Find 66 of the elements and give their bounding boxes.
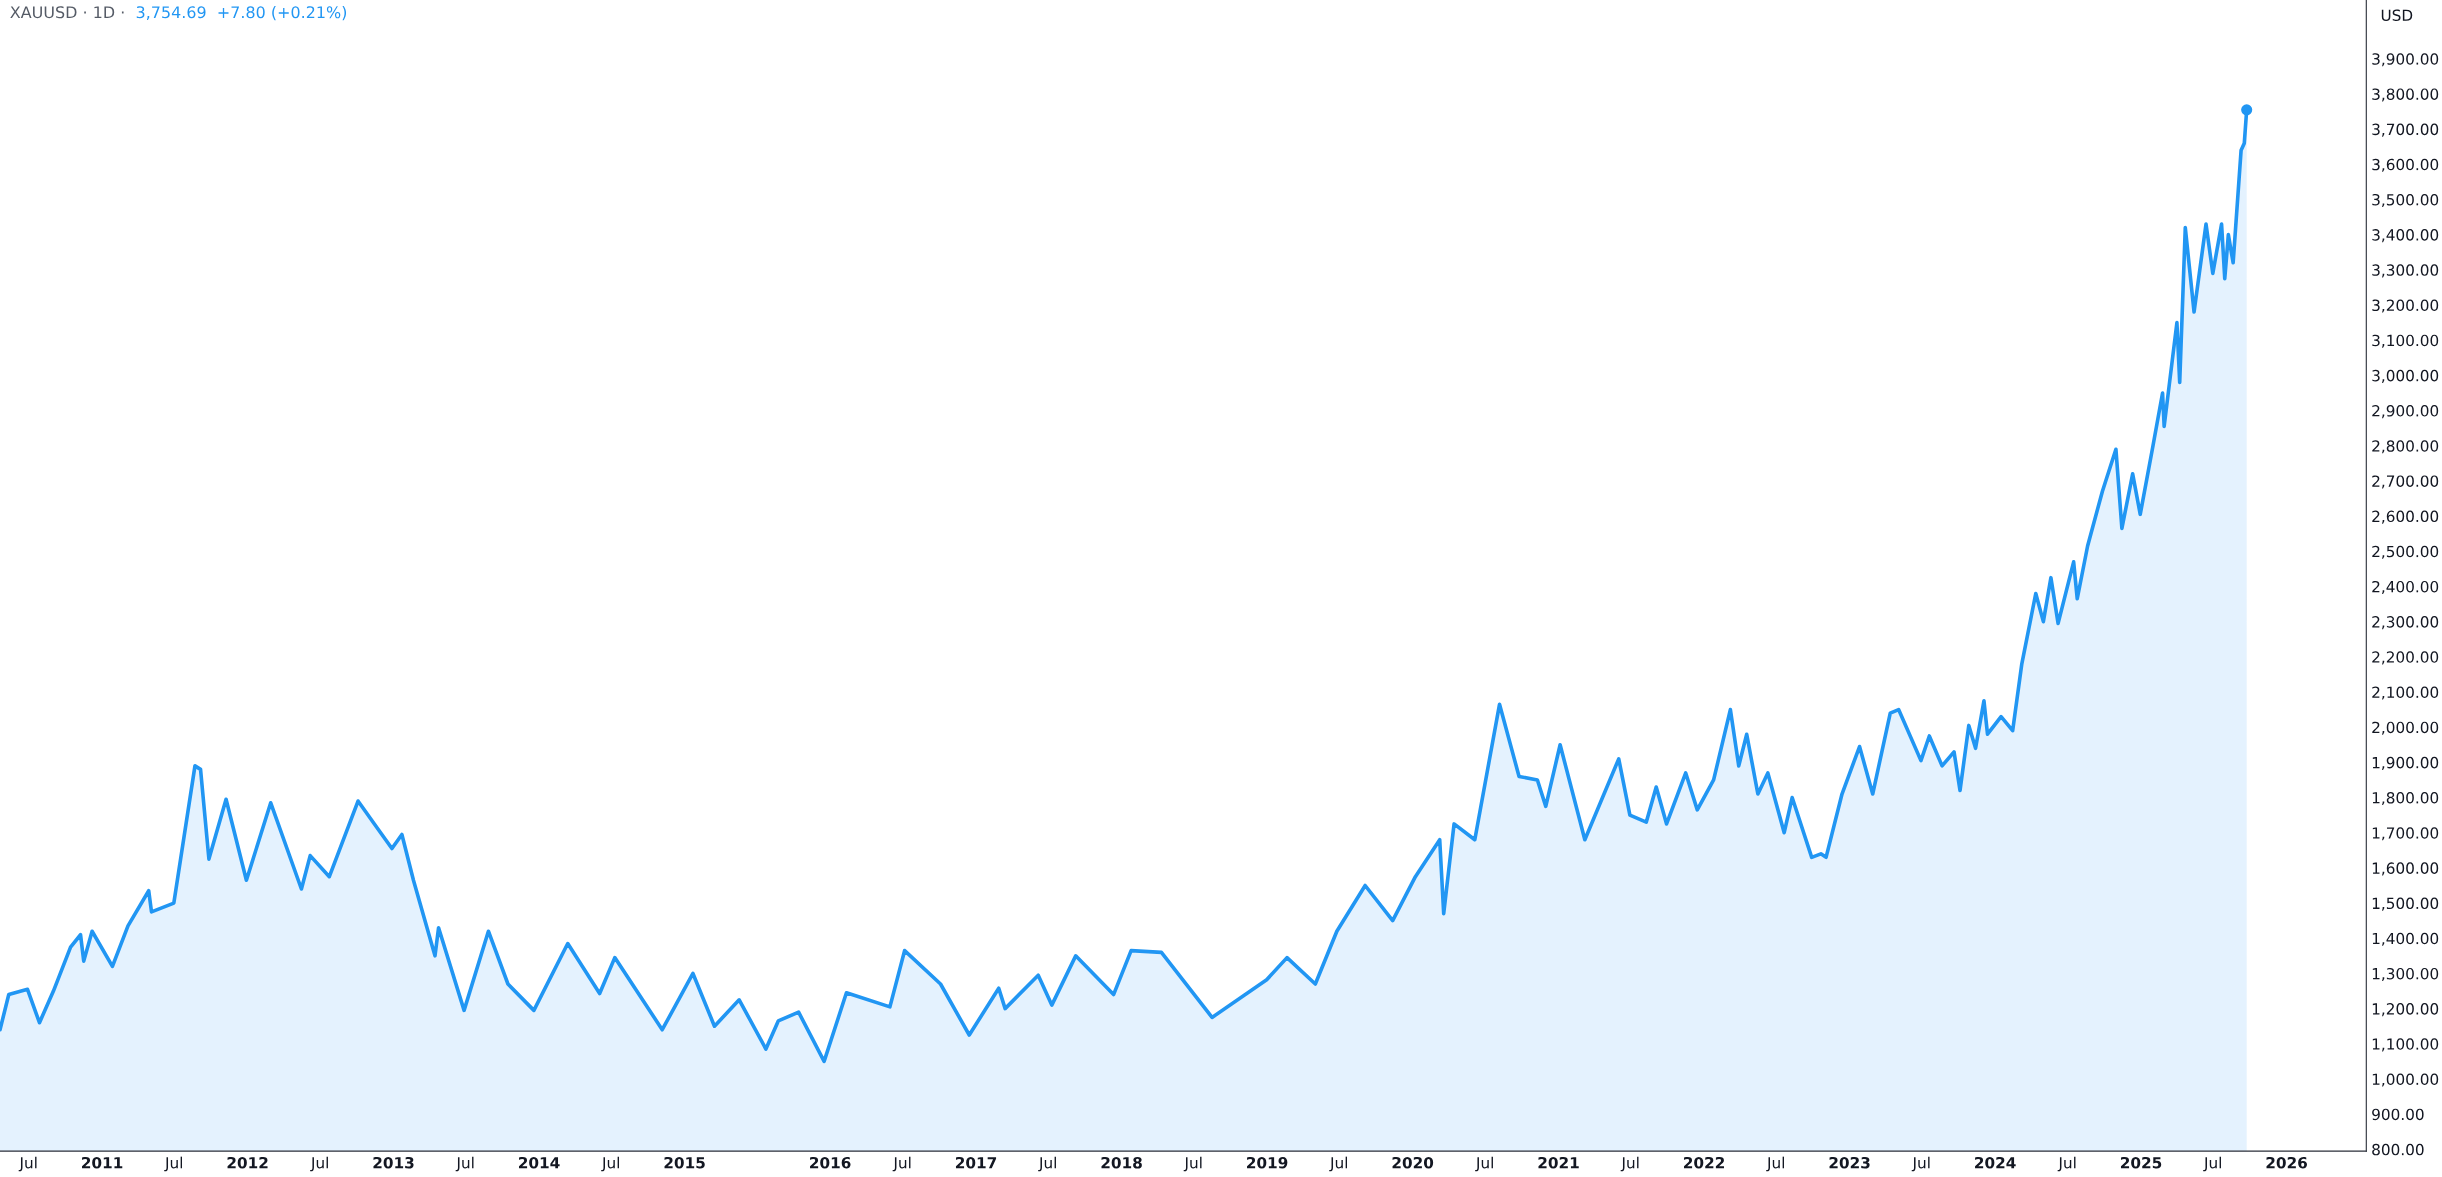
chart-subtitle: 3,754.69 +7.80 (+0.21%) <box>136 5 347 21</box>
y-tick-label: 2,300.00 <box>2372 616 2439 630</box>
y-tick-label: 1,000.00 <box>2372 1073 2439 1087</box>
x-tick-label: Jul <box>164 1156 183 1172</box>
x-tick-label: Jul <box>455 1156 474 1172</box>
y-tick-label: 1,300.00 <box>2372 967 2439 982</box>
x-tick-label: Jul <box>1911 1156 1930 1172</box>
x-tick-label: Jul <box>1766 1156 1784 1172</box>
y-tick-label: 2,400.00 <box>2372 580 2439 595</box>
x-tick-label: Jul <box>892 1156 911 1172</box>
y-tick-label: 2,000.00 <box>2372 721 2439 735</box>
x-tick-label: 2020 <box>1392 1156 1434 1169</box>
x-tick-label: Jul <box>1475 1156 1493 1172</box>
x-tick-label: Jul <box>2057 1156 2076 1172</box>
y-tick-label: 800.00 <box>2372 1143 2424 1156</box>
x-tick-label: 2015 <box>664 1156 705 1169</box>
y-tick-label: 3,600.00 <box>2372 158 2439 172</box>
y-tick-label: 3,400.00 <box>2372 229 2439 243</box>
x-tick-label: Jul <box>18 1156 37 1172</box>
y-tick-label: 1,600.00 <box>2372 862 2439 876</box>
x-tick-label: 2016 <box>810 1156 851 1169</box>
y-tick-label: 2,900.00 <box>2372 405 2439 419</box>
y-tick-label: 1,700.00 <box>2372 827 2439 841</box>
y-tick-label: 900.00 <box>2372 1108 2424 1121</box>
x-tick-label: Jul <box>1038 1156 1056 1172</box>
y-tick-label: 1,900.00 <box>2372 756 2439 770</box>
y-tick-label: 2,200.00 <box>2372 651 2439 665</box>
x-tick-label: Jul <box>2203 1156 2221 1172</box>
x-tick-label: Jul <box>1183 1156 1202 1172</box>
x-tick-label: 2014 <box>518 1156 560 1169</box>
x-tick-label: 2023 <box>1829 1156 1870 1169</box>
y-tick-label: 1,200.00 <box>2372 1003 2439 1017</box>
y-tick-label: 1,500.00 <box>2372 897 2439 911</box>
x-tick-label: 2018 <box>1101 1156 1142 1169</box>
y-tick-label: 3,100.00 <box>2372 334 2439 348</box>
x-tick-label: 2012 <box>227 1156 268 1169</box>
y-tick-label: 1,800.00 <box>2372 792 2439 806</box>
y-tick-label: 2,600.00 <box>2372 510 2439 524</box>
y-tick-label: 2,500.00 <box>2372 545 2439 559</box>
x-tick-label: 2013 <box>373 1156 414 1169</box>
y-tick-label: 3,700.00 <box>2372 123 2439 137</box>
y-tick-label: 3,200.00 <box>2372 299 2439 313</box>
y-tick-label: 1,400.00 <box>2372 932 2439 946</box>
x-tick-label: Jul <box>1620 1156 1639 1172</box>
y-axis-title: USD <box>2381 9 2413 22</box>
y-tick-label: 3,300.00 <box>2372 264 2439 278</box>
x-tick-label: 2021 <box>1538 1156 1579 1169</box>
x-tick-label: Jul <box>1329 1156 1348 1172</box>
x-tick-label: 2019 <box>1247 1156 1288 1169</box>
y-tick-label: 3,500.00 <box>2372 193 2439 208</box>
chart-title: XAUUSD · 1D · <box>10 6 124 19</box>
y-tick-label: 3,000.00 <box>2372 369 2439 383</box>
y-tick-label: 3,800.00 <box>2372 88 2439 102</box>
x-tick-label: 2022 <box>1684 1156 1724 1169</box>
x-tick-label: 2017 <box>955 1156 997 1169</box>
x-tick-label: 2011 <box>82 1156 123 1169</box>
x-tick-label: 2026 <box>2266 1156 2307 1169</box>
x-tick-label: Jul <box>601 1156 619 1172</box>
y-tick-label: 2,100.00 <box>2372 686 2439 700</box>
x-tick-label: 2025 <box>2120 1156 2162 1169</box>
x-tick-label: Jul <box>310 1156 328 1172</box>
y-tick-label: 3,900.00 <box>2372 53 2439 67</box>
y-tick-label: 2,700.00 <box>2372 475 2439 489</box>
y-tick-label: 2,800.00 <box>2372 440 2439 454</box>
x-tick-label: 2024 <box>1975 1156 2016 1169</box>
y-tick-label: 1,100.00 <box>2372 1038 2439 1052</box>
